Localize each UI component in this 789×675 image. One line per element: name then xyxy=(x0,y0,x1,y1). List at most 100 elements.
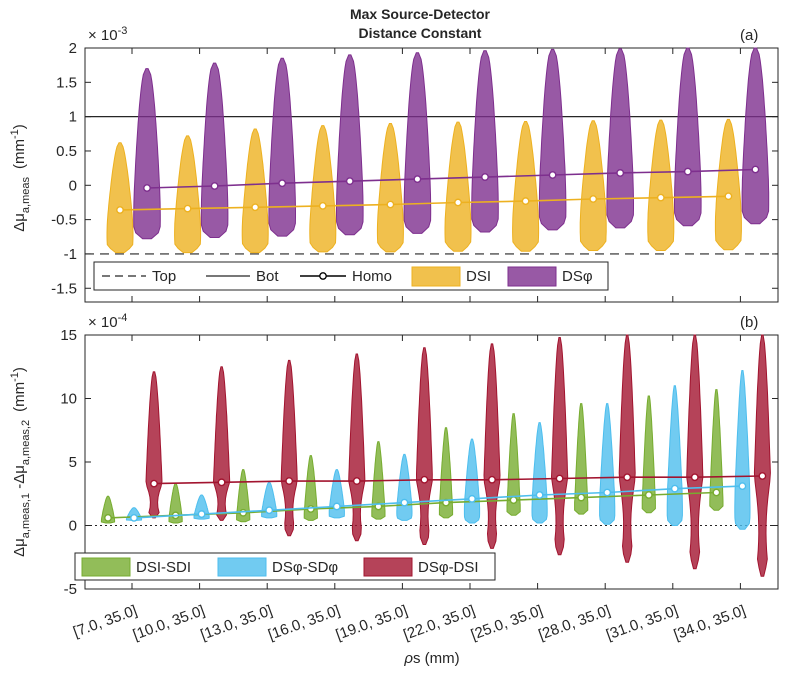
violin-DSφ-9 xyxy=(741,47,770,225)
median-marker-DSI-SDI-8 xyxy=(644,491,653,499)
x-tick-label: [28.0, 35.0] xyxy=(536,602,612,644)
violin-DSφ-5 xyxy=(471,50,499,233)
panel-b-xlabel-rho: ρ xyxy=(403,650,413,667)
violin-DSφ-DSI-7 xyxy=(618,334,636,563)
legend-dsphi-sdphi-swatch xyxy=(217,557,267,577)
x-tick-label: [34.0, 35.0] xyxy=(672,602,748,644)
legend-dsphi-dsi-label: DSφ-DSI xyxy=(418,559,479,576)
legend-dsphi-dsi-swatch xyxy=(363,557,413,577)
median-marker-DSI-1 xyxy=(183,204,192,213)
violin-DSI-5 xyxy=(444,121,472,252)
violin-DSφ-1 xyxy=(200,62,229,238)
median-marker-DSφ-DSI-0 xyxy=(150,479,158,488)
median-marker-DSφ-2 xyxy=(278,179,287,188)
x-tick-label: [19.0, 35.0] xyxy=(334,602,410,644)
violin-DSφ-SDφ-6 xyxy=(531,422,548,524)
panel-a: -1.5 -1 -0.5 0 0.5 1 1.5 2 (a) × 10-3 Δμa,meas (… xyxy=(9,25,779,303)
trend-line-DSφ xyxy=(146,168,756,189)
violin-DSφ-6 xyxy=(538,48,567,231)
violin-DSφ-SDφ-8 xyxy=(666,385,683,526)
panel-b-exponent: × 10-4 xyxy=(88,312,127,331)
median-marker-DSφ-DSI-2 xyxy=(285,477,294,485)
median-marker-DSφ-DSI-1 xyxy=(217,478,226,487)
median-marker-DSφ-SDφ-8 xyxy=(670,484,679,493)
median-marker-DSφ-SDφ-4 xyxy=(400,498,409,507)
y-tick-label: 0 xyxy=(69,177,77,194)
legend-dsi-swatch xyxy=(411,266,461,287)
violin-DSφ-SDφ-9 xyxy=(734,370,751,530)
y-tick-label: 2 xyxy=(69,40,77,57)
median-marker-DSφ-1 xyxy=(210,182,219,190)
violin-DSφ-DSI-4 xyxy=(415,347,433,545)
y-tick-label: 15 xyxy=(60,327,77,344)
panel-a-ylabel-unit-exp: -1 xyxy=(9,129,21,139)
x-tick-label: [13.0, 35.0] xyxy=(198,602,274,644)
chart-title-line2: Distance Constant xyxy=(359,25,482,41)
violin-DSI-SDI-7 xyxy=(574,403,589,515)
panel-a-label: (a) xyxy=(740,27,758,44)
violin-DSI-SDI-8 xyxy=(641,395,656,514)
y-tick-label: 1.5 xyxy=(56,74,77,91)
violin-DSφ-DSI-9 xyxy=(753,334,771,577)
median-marker-DSφ-SDφ-1 xyxy=(197,510,206,518)
svg-text:Δμa,meas(mm-1): Δμa,meas (mm-1) xyxy=(9,124,32,232)
y-tick-label: -5 xyxy=(64,581,77,598)
median-marker-DSφ-8 xyxy=(683,167,692,176)
violin-DSφ-DSI-1 xyxy=(212,366,231,521)
violin-DSI-SDI-1 xyxy=(168,483,183,524)
median-marker-DSφ-DSI-5 xyxy=(488,475,496,484)
y-tick-label: -0.5 xyxy=(51,212,77,229)
panel-b-ylabel-a-sub: a,meas,1 xyxy=(20,493,32,538)
y-tick-label: 10 xyxy=(60,391,77,408)
violin-DSI-1 xyxy=(174,135,202,254)
x-tick-label: [10.0, 35.0] xyxy=(131,602,207,644)
panel-b-trend-lines xyxy=(104,472,767,522)
median-marker-DSI-4 xyxy=(386,200,395,209)
median-marker-DSI-SDI-2 xyxy=(239,508,248,517)
violin-DSI-SDI-6 xyxy=(506,413,521,516)
y-tick-label: -1.5 xyxy=(51,280,77,297)
median-marker-DSφ-6 xyxy=(548,171,557,179)
panel-a-exponent: × 10-3 xyxy=(88,25,127,44)
violin-DSI-3 xyxy=(309,125,337,253)
y-tick-label: 5 xyxy=(69,454,77,471)
violin-DSI-0 xyxy=(106,142,134,254)
x-tick-label: [25.0, 35.0] xyxy=(469,602,545,644)
svg-text:Δμa,meas,1 -Δμa,meas,2(mm-1): Δμa,meas,1 -Δμa,meas,2 (mm-1) xyxy=(9,367,32,557)
legend-dsphi-label: DSφ xyxy=(562,268,593,285)
median-marker-DSI-SDI-6 xyxy=(509,496,518,504)
violin-DSφ-4 xyxy=(403,52,432,234)
legend-dsi-sdi-swatch xyxy=(81,557,131,577)
median-marker-DSφ-3 xyxy=(345,177,354,186)
violin-DSφ-SDφ-2 xyxy=(261,481,278,519)
median-marker-DSφ-DSI-4 xyxy=(420,475,429,484)
panel-b-legend-box xyxy=(74,552,496,581)
legend-dsi-sdi-label: DSI-SDI xyxy=(136,559,191,576)
median-marker-DSI-SDI-3 xyxy=(306,505,315,513)
median-marker-DSI-7 xyxy=(589,195,598,203)
panel-b-ylabel-unit: (mm xyxy=(11,382,28,412)
median-marker-DSφ-SDφ-9 xyxy=(738,482,747,491)
violin-DSφ-SDφ-4 xyxy=(396,453,413,521)
median-marker-DSI-0 xyxy=(116,206,124,214)
y-tick-label: 0 xyxy=(69,518,77,535)
violin-DSI-2 xyxy=(241,128,269,254)
panel-b-ylabel-unit-exp: -1 xyxy=(9,372,21,382)
violin-DSI-SDI-3 xyxy=(303,455,318,521)
violin-DSI-6 xyxy=(512,120,540,252)
panel-b-ylabel: Δμa,meas,1 -Δμa,meas,2 (mm-1) xyxy=(9,367,32,557)
x-tick-label: [22.0, 35.0] xyxy=(401,602,477,644)
violin-DSφ-7 xyxy=(606,48,634,229)
median-marker-DSφ-DSI-3 xyxy=(352,477,361,485)
median-marker-DSφ-5 xyxy=(481,173,489,181)
median-marker-DSφ-4 xyxy=(413,175,422,184)
panel-a-legend: Top Bot Homo DSI DSφ xyxy=(93,261,609,291)
panel-a-ylabel-main: Δμ xyxy=(11,213,28,232)
median-marker-DSφ-DSI-6 xyxy=(555,474,564,483)
violin-DSφ-DSI-6 xyxy=(550,336,569,556)
panel-b-xlabel-rest: s (mm) xyxy=(413,650,460,667)
x-tick-label: [31.0, 35.0] xyxy=(604,602,680,644)
panel-b-label: (b) xyxy=(740,314,758,331)
violin-DSφ-SDφ-5 xyxy=(463,438,481,524)
